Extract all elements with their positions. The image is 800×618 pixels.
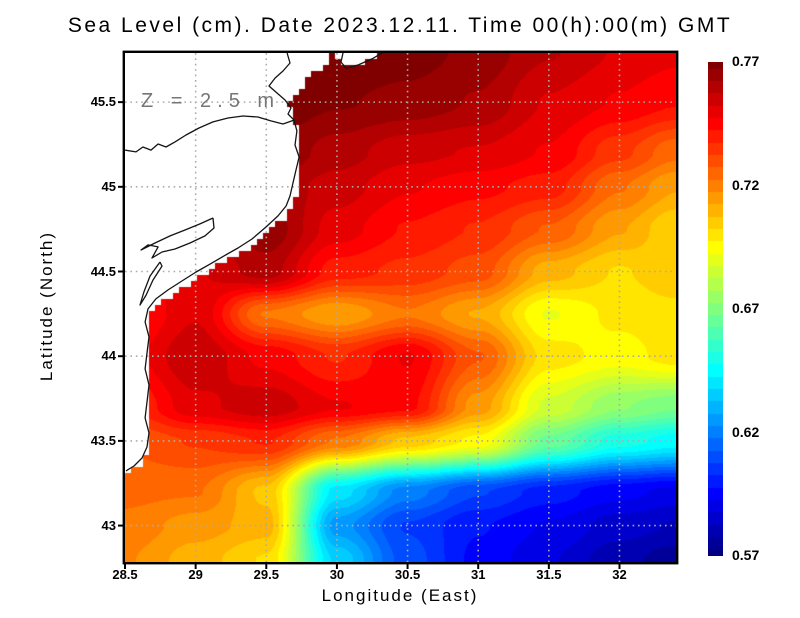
x-tick-label: 30.5: [394, 567, 421, 582]
x-tick-label: 32: [612, 567, 627, 582]
y-tick-label: 45: [101, 178, 116, 194]
x-tick-label: 29: [188, 567, 203, 582]
x-tick-label: 30: [329, 567, 345, 582]
colorbar-tick-label: 0.77: [732, 53, 760, 69]
x-tick-label: 31.5: [536, 567, 562, 582]
heatmap-canvas: [125, 53, 676, 562]
y-tick-label: 43: [101, 517, 116, 533]
x-tick-label: 29.5: [253, 567, 279, 582]
colorbar-tick-label: 0.67: [732, 300, 760, 316]
chart-title: Sea Level (cm). Date 2023.12.11. Time 00…: [67, 14, 733, 37]
colorbar-tick-label: 0.62: [732, 423, 760, 440]
y-tick-label: 43.5: [90, 432, 116, 448]
y-tick-label: 44: [101, 348, 116, 364]
depth-annotation: Z = 2.5 m: [141, 90, 281, 112]
x-axis-label: Longitude (East): [321, 586, 479, 605]
colorbar: [708, 62, 723, 556]
colorbar-tick-label: 0.72: [732, 176, 760, 193]
x-tick-label: 28.5: [112, 567, 138, 582]
x-tick-label: 31: [470, 567, 486, 582]
y-tick-label: 44.5: [90, 263, 116, 279]
colorbar-tick-label: 0.57: [732, 547, 760, 563]
y-axis-label: Latitude (North): [37, 230, 56, 382]
y-tick-label: 45.5: [90, 94, 116, 110]
